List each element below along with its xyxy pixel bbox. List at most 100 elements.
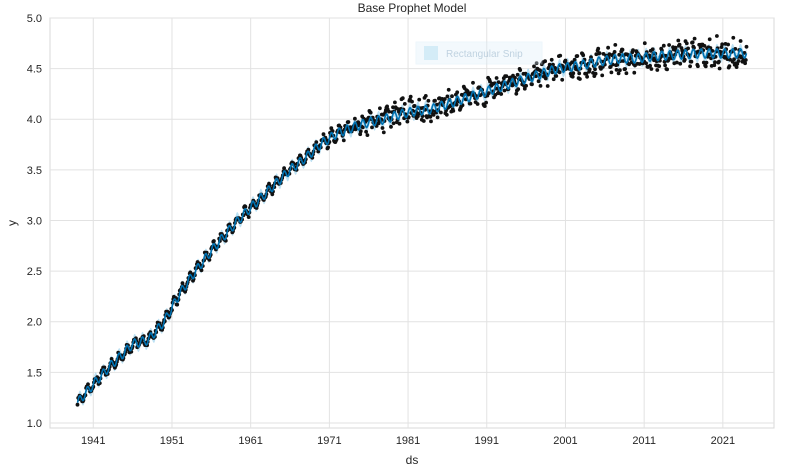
observed-point <box>341 138 346 143</box>
y-axis-label: y <box>5 220 19 226</box>
observed-point <box>515 72 520 77</box>
observed-point <box>431 113 436 117</box>
observed-point <box>717 59 721 64</box>
observed-point <box>623 67 627 71</box>
observed-point <box>502 88 507 93</box>
x-tick-label: 1961 <box>238 435 262 447</box>
observed-point <box>402 102 407 106</box>
observed-point <box>282 166 286 171</box>
observed-point <box>593 71 598 76</box>
observed-point <box>423 94 428 98</box>
observed-point <box>321 132 326 137</box>
observed-point <box>397 121 402 126</box>
observed-point <box>717 66 722 71</box>
observed-point <box>513 75 517 80</box>
y-tick-label: 1.5 <box>27 367 42 379</box>
observed-point <box>704 60 709 65</box>
observed-point <box>731 35 736 40</box>
observed-point <box>439 110 443 115</box>
observed-point <box>665 67 669 72</box>
observed-point <box>597 51 602 55</box>
observed-point <box>733 47 738 51</box>
observed-point <box>442 97 447 101</box>
observed-point <box>435 102 439 107</box>
observed-point <box>617 52 622 57</box>
observed-point <box>314 140 319 145</box>
observed-point <box>471 80 475 85</box>
y-tick-label: 2.0 <box>27 317 42 329</box>
observed-point <box>650 47 655 52</box>
y-axis-ticks: 1.0 1.5 2.0 2.5 3.0 3.5 4.0 4.5 5.0 <box>27 13 42 430</box>
y-tick-label: 4.5 <box>27 64 42 76</box>
observed-point <box>175 302 180 307</box>
observed-point <box>631 48 635 52</box>
observed-point <box>451 109 456 113</box>
grid-lines <box>50 17 774 428</box>
observed-point <box>380 126 385 130</box>
observed-point <box>557 70 562 75</box>
observed-point <box>743 61 747 66</box>
observed-point <box>707 37 712 42</box>
observed-point <box>524 83 528 88</box>
observed-point <box>532 64 536 69</box>
observed-point <box>644 61 648 66</box>
observed-point <box>494 76 499 80</box>
observed-point <box>389 124 393 129</box>
observed-point <box>516 87 521 91</box>
observed-point <box>728 57 732 62</box>
observed-point <box>486 91 491 96</box>
observed-point <box>735 62 740 66</box>
observed-point <box>212 239 216 243</box>
observed-point <box>400 96 405 101</box>
observed-point <box>690 40 695 45</box>
observed-point <box>475 102 480 106</box>
legend: Rectangular Snip <box>415 41 543 65</box>
observed-point <box>703 64 708 69</box>
x-tick-label: 1971 <box>317 435 341 447</box>
observed-point <box>661 43 666 48</box>
x-tick-label: 1941 <box>81 435 105 447</box>
observed-point <box>744 44 749 49</box>
observed-point <box>370 125 374 130</box>
observed-point <box>358 129 363 134</box>
legend-label: Rectangular Snip <box>446 49 523 60</box>
observed-point <box>530 82 534 87</box>
observed-point <box>518 68 523 72</box>
observed-point <box>378 106 382 111</box>
observed-point <box>657 64 662 68</box>
observed-point <box>360 125 365 130</box>
observed-point <box>455 90 460 95</box>
observed-point <box>613 43 618 47</box>
observed-point <box>688 64 692 69</box>
x-tick-label: 1951 <box>160 435 184 447</box>
observed-point <box>86 382 90 387</box>
observed-point <box>677 42 682 47</box>
observed-point <box>543 59 547 64</box>
observed-point <box>712 63 717 68</box>
observed-point <box>743 58 748 62</box>
observed-point <box>433 98 437 103</box>
chart-title: Base Prophet Model <box>358 1 467 15</box>
x-axis-ticks: 1941 1951 1961 1971 1981 1991 2001 2011 2021 <box>81 435 735 447</box>
observed-point <box>536 79 541 84</box>
forecast-line-path <box>76 47 748 403</box>
observed-point <box>609 70 614 75</box>
observed-point <box>678 61 683 66</box>
observed-point <box>560 77 565 82</box>
observed-point <box>596 46 601 51</box>
observed-point <box>496 80 501 85</box>
observed-point <box>429 119 433 124</box>
observed-point <box>589 55 593 59</box>
observed-point <box>376 121 381 126</box>
observed-point <box>484 100 488 105</box>
observed-point <box>686 46 690 51</box>
observed-point <box>353 127 358 132</box>
observed-point <box>444 112 449 117</box>
observed-point <box>710 49 715 53</box>
observed-point <box>702 44 707 48</box>
observed-point <box>180 281 185 286</box>
observed-point <box>554 74 559 78</box>
observed-point <box>385 104 389 109</box>
observed-point <box>696 64 700 69</box>
